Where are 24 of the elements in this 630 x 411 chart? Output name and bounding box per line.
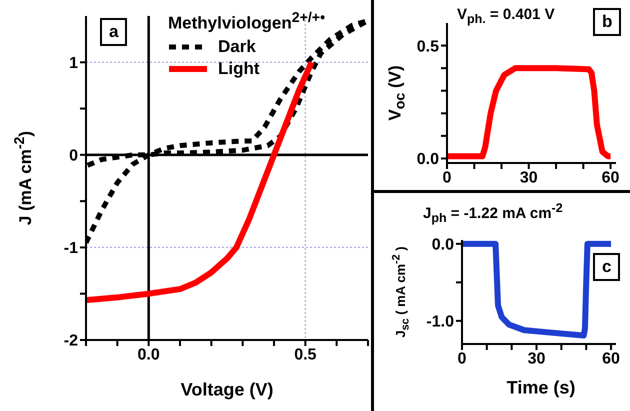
legend-label: Light [218, 58, 260, 79]
y-tick-label: -2 [64, 332, 78, 350]
x-tick-label: 60 [602, 350, 620, 368]
annotation: V$_{ph.}$ = 0.401 V [457, 6, 555, 26]
annotation: b [593, 8, 622, 36]
x-tick-label: 30 [528, 350, 546, 368]
legend-title: Methylviologen$^{2+/+•}$ [168, 10, 326, 34]
text: J$_{ph}$ = -1.22 mA cm$^{-2}$ [423, 201, 563, 225]
y-tick-label: -1.0 [426, 314, 454, 331]
annotation: a [100, 18, 128, 46]
x-axis-title: Time (s) [506, 378, 576, 398]
y-tick-label: 0 [69, 148, 78, 165]
y-tick-label: 0.5 [416, 38, 440, 56]
x-tick-label: 0.0 [138, 346, 160, 364]
annotation: c [593, 253, 620, 281]
x-tick-label: 30 [520, 169, 538, 186]
x-tick-label: 60 [602, 169, 620, 186]
y-tick-label: 1 [69, 54, 78, 72]
x-axis-title: Voltage (V) [180, 380, 274, 400]
x-tick-label: 0.5 [294, 346, 317, 364]
y-tick-label: 0.0 [416, 151, 440, 168]
legend-label: Dark [218, 36, 256, 57]
y-tick-label: -1 [64, 240, 78, 258]
x-tick-label: 0 [458, 350, 467, 368]
